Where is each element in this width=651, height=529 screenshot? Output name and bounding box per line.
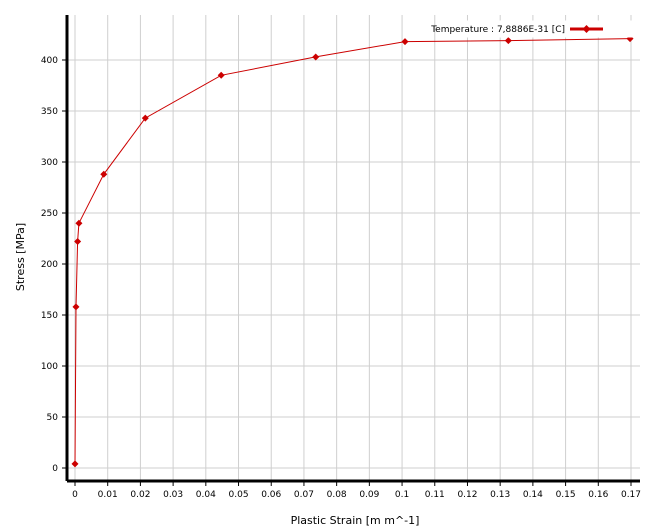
y-tick-label: 300: [41, 158, 58, 168]
y-tick-label: 250: [41, 209, 58, 219]
x-tick-label: 0.05: [229, 490, 249, 500]
y-tick-label: 200: [41, 260, 58, 270]
data-point-marker: [72, 303, 80, 311]
x-tick-label: 0: [72, 490, 78, 500]
x-tick-label: 0.12: [457, 490, 477, 500]
x-tick-label: 0.14: [523, 490, 543, 500]
legend-label: Temperature : 7,8886E-31 [C]: [430, 25, 565, 35]
x-tick-label: 0.13: [490, 490, 510, 500]
data-point-marker: [100, 170, 108, 178]
data-point-marker: [71, 460, 79, 468]
data-point-marker: [504, 37, 512, 45]
data-point-marker: [141, 114, 149, 122]
x-tick-label: 0.08: [327, 490, 347, 500]
y-tick-label: 150: [41, 311, 58, 321]
y-tick-label: 0: [52, 464, 58, 474]
plot-area: [67, 15, 640, 481]
x-tick-label: 0.06: [261, 490, 281, 500]
data-point-marker: [74, 238, 82, 246]
data-point-marker: [401, 38, 409, 46]
axes: [62, 15, 640, 486]
x-tick-label: 0.03: [163, 490, 183, 500]
x-tick-label: 0.16: [588, 490, 608, 500]
x-tick-label: 0.04: [196, 490, 216, 500]
legend: Temperature : 7,8886E-31 [C]: [430, 20, 636, 38]
y-tick-labels: 0 50 100 150 200 250 300 350 400: [41, 56, 58, 474]
x-tick-label: 0.15: [556, 490, 576, 500]
x-tick-label: 0.1: [395, 490, 409, 500]
x-tick-label: 0.17: [621, 490, 641, 500]
x-tick-label: 0.01: [98, 490, 118, 500]
data-point-marker: [312, 53, 320, 61]
data-point-marker: [75, 219, 83, 227]
data-point-marker: [217, 71, 225, 79]
grid-lines: [67, 15, 640, 481]
legend-box: [446, 20, 636, 38]
x-tick-label: 0.11: [425, 490, 445, 500]
legend-marker: [582, 25, 591, 33]
y-axis-label: Stress [MPa]: [14, 223, 27, 291]
y-tick-label: 100: [41, 362, 58, 372]
x-tick-label: 0.07: [294, 490, 314, 500]
y-tick-label: 400: [41, 56, 58, 66]
x-tick-label: 0.02: [130, 490, 150, 500]
y-tick-label: 350: [41, 107, 58, 117]
x-axis-label: Plastic Strain [m m^-1]: [291, 514, 420, 527]
x-tick-labels: 0 0.01 0.02 0.03 0.04 0.05 0.06 0.07 0.08 0.09 0.1…: [72, 490, 641, 500]
y-tick-label: 50: [47, 413, 59, 423]
x-tick-label: 0.09: [359, 490, 379, 500]
